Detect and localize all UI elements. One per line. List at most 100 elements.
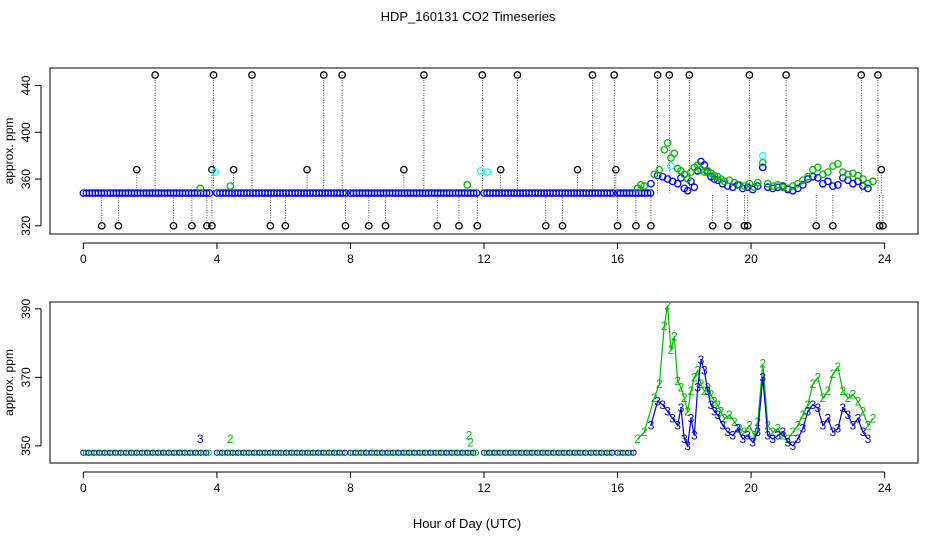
y-tick-label: 390	[19, 299, 33, 319]
outlier-low-point	[341, 221, 350, 230]
point-annotation: 2	[467, 435, 474, 449]
series-point-label: 3	[804, 405, 811, 419]
outlier-high-point	[874, 71, 882, 79]
series-point-label: 2	[668, 343, 675, 357]
active-point-blue	[813, 174, 822, 182]
outlier-low-point	[433, 221, 442, 230]
series-point-label: 3	[711, 405, 718, 419]
series-point-label: 2	[835, 360, 842, 374]
cyan-point	[758, 151, 767, 160]
series-point-label: 2	[704, 381, 711, 395]
y-axis-label: approx. ppm	[2, 118, 16, 185]
series-point-label: 2	[714, 398, 721, 412]
series-point-label: 3	[729, 429, 736, 443]
active-point-green	[670, 149, 679, 158]
active-point-green	[660, 145, 669, 154]
series-point-label: 2	[774, 422, 781, 436]
x-tick-label: 20	[744, 481, 758, 495]
active-point-green	[844, 170, 852, 179]
series-point-label: 3	[799, 422, 806, 436]
outlier-mid-point	[496, 165, 505, 174]
outlier-high-point	[209, 71, 218, 79]
outlier-low-point	[169, 221, 178, 230]
active-point-green	[655, 165, 664, 174]
series-point-label: 2	[769, 425, 776, 439]
outlier-low-point	[879, 221, 887, 230]
series-point-label: 2	[815, 370, 822, 384]
series-point-label: 2	[681, 391, 688, 405]
series-point-label: 3	[674, 418, 681, 432]
series-point-label: 2	[674, 374, 681, 388]
active-point-blue	[753, 182, 762, 190]
outlier-low-point	[266, 221, 275, 230]
series-point-label: 3	[654, 394, 661, 408]
series-point-label: 2	[731, 415, 738, 429]
outlier-mid-point	[303, 165, 311, 174]
x-tick-label: 16	[611, 252, 625, 266]
series-point-label: 2	[799, 408, 806, 422]
active-point-green	[683, 175, 692, 183]
series-point-label: 2	[860, 405, 867, 419]
y-tick-label: 320	[19, 215, 33, 235]
series-point-label: 3	[659, 398, 666, 412]
baseline-point	[472, 449, 480, 456]
series-point-label: 2	[830, 367, 837, 381]
x-tick-label: 12	[477, 481, 491, 495]
series-point-label: 3	[681, 432, 688, 446]
series-point-label: 3	[744, 429, 751, 443]
outlier-low-point	[114, 221, 123, 230]
outlier-mid-point	[229, 165, 238, 174]
series-point-label: 3	[739, 432, 746, 446]
point-annotation: 3	[197, 432, 204, 446]
series-point-label: 2	[651, 391, 658, 405]
active-point-green	[859, 175, 867, 183]
baseline-point	[627, 449, 634, 456]
outlier-low-point	[203, 221, 211, 230]
series-point-label: 2	[641, 425, 648, 439]
x-tick-label: 4	[214, 481, 221, 495]
x-tick-label: 8	[347, 252, 354, 266]
green-point	[226, 182, 235, 190]
plot-frame	[49, 67, 919, 235]
active-point-green	[720, 177, 729, 186]
series-point-label: 2	[825, 384, 832, 398]
active-point-green	[650, 170, 659, 179]
outlier-high-point	[782, 71, 790, 79]
active-point-green	[798, 176, 807, 185]
series-point-label: 3	[704, 384, 711, 398]
baseline-point	[630, 449, 637, 456]
y-tick-label: 400	[19, 122, 33, 142]
active-point-blue	[673, 179, 682, 188]
outlier-mid-point	[132, 165, 141, 174]
series-point-label: 2	[759, 357, 766, 371]
series-point-label: 2	[634, 432, 641, 446]
baseline-point	[205, 189, 214, 197]
series-point-label: 2	[694, 364, 701, 378]
series-point-label: 2	[726, 408, 733, 422]
series-point-label: 2	[661, 319, 668, 333]
outlier-low-point	[723, 221, 732, 230]
outlier-high-point	[588, 71, 597, 79]
baseline-point	[609, 189, 618, 197]
outlier-high-point	[857, 71, 866, 79]
series-point-label: 3	[794, 432, 801, 446]
series-point-label: 2	[779, 429, 786, 443]
outlier-low-point	[613, 221, 622, 230]
active-point-blue	[690, 183, 699, 192]
x-tick-label: 20	[744, 252, 758, 266]
series-point-label: 3	[820, 418, 827, 432]
active-point-green	[640, 182, 649, 190]
series-point-label: 2	[656, 377, 663, 391]
x-tick-label: 0	[80, 252, 87, 266]
series-point-label: 2	[664, 298, 671, 312]
active-point-blue	[763, 183, 772, 192]
outlier-mid-point	[612, 165, 620, 174]
cyan-point	[483, 168, 492, 176]
series-point-label: 3	[648, 418, 655, 432]
series-point-label: 2	[809, 377, 816, 391]
outlier-low-point	[632, 221, 640, 230]
series-point-label: 3	[860, 425, 867, 439]
active-point-green	[710, 171, 719, 180]
outlier-low-point	[708, 221, 717, 230]
